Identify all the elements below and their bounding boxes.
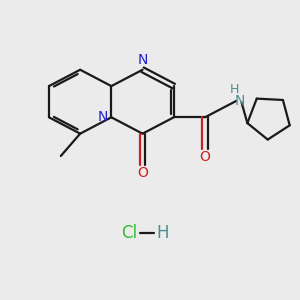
Text: N: N [235, 94, 245, 108]
Text: H: H [156, 224, 169, 242]
Text: O: O [137, 166, 148, 180]
Text: Cl: Cl [121, 224, 137, 242]
Text: N: N [137, 53, 148, 67]
Text: O: O [200, 150, 210, 164]
Text: N: N [98, 110, 108, 124]
Text: H: H [230, 82, 239, 96]
